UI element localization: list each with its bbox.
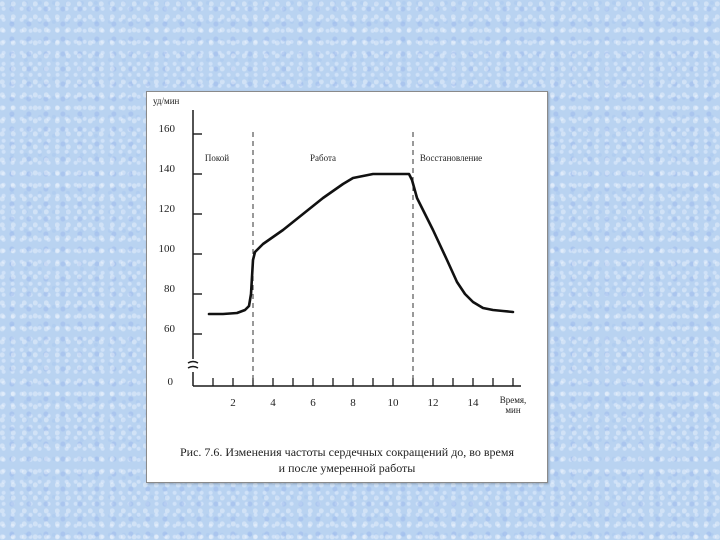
x-axis-label-line-1: Время, [500,395,527,405]
phase-label: Восстановление [420,153,482,163]
x-tick-label: 8 [350,397,356,409]
x-tick-label: 12 [428,397,439,409]
y-tick-label: 120 [159,203,176,215]
x-axis-label-line-2: мин [505,405,521,415]
phase-label: Работа [310,153,336,163]
x-tick-label: 6 [310,397,316,409]
y-axis-label: уд/мин [153,96,180,106]
x-tick-label: 10 [388,397,400,409]
figure-caption-line-1: Рис. 7.6. Изменения частоты сердечных со… [179,445,514,459]
y-tick-label: 140 [159,163,176,175]
x-tick-label: 14 [468,397,480,409]
y-zero-label: 0 [168,376,174,388]
figure-frame: уд/мин 160 140 120 100 80 60 0 2 4 6 8 10 12 14 Время, м… [146,91,548,483]
y-tick-label: 100 [159,243,176,255]
heart-rate-series-line [207,172,515,316]
heart-rate-chart: уд/мин 160 140 120 100 80 60 0 2 4 6 8 10 12 14 Время,м… [153,96,527,415]
y-tick-label: 60 [164,323,176,335]
x-tick-label: 2 [230,397,236,409]
phase-label: Покой [205,153,229,163]
axis-break-mark [187,365,199,369]
x-tick-label: 4 [270,397,276,409]
axis-break-mark [187,360,199,364]
y-tick-label: 160 [159,123,176,135]
figure-caption-line-2: и после умеренной работы [278,461,416,475]
y-tick-label: 80 [164,283,176,295]
